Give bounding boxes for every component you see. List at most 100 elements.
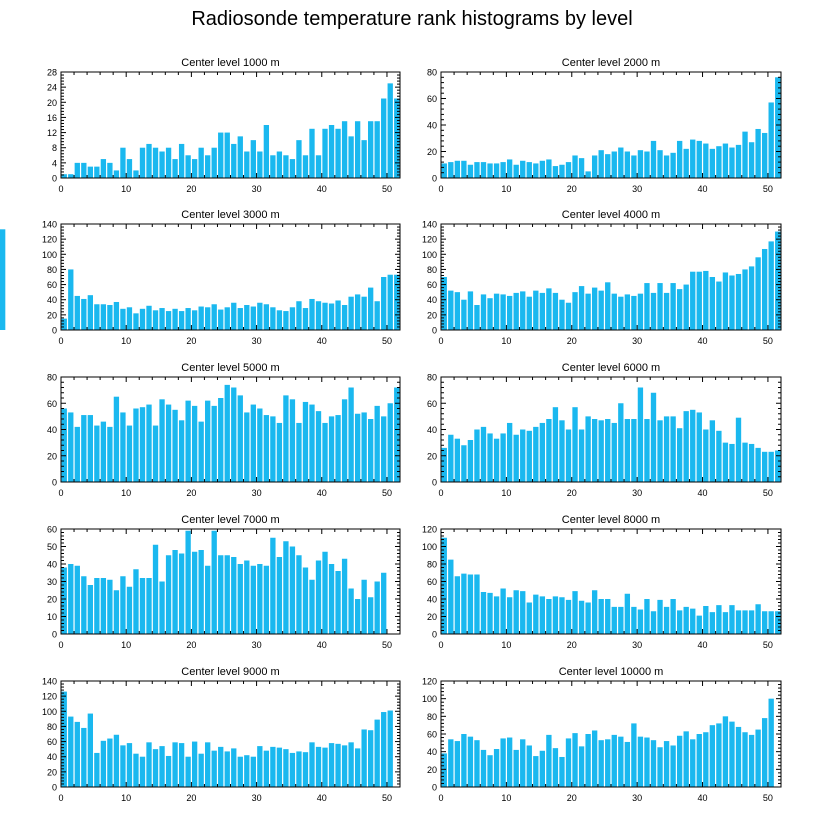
bar — [341, 399, 348, 482]
bar — [768, 611, 774, 634]
bar — [113, 396, 120, 482]
bar — [74, 565, 80, 634]
x-tick-label: 30 — [632, 793, 642, 803]
bar — [315, 560, 322, 634]
bar — [74, 721, 80, 787]
bar — [644, 737, 650, 787]
bar — [270, 307, 276, 330]
bar — [133, 408, 139, 482]
x-tick-label: 40 — [317, 793, 327, 803]
bar — [218, 398, 224, 482]
bar — [703, 143, 709, 178]
bar — [231, 557, 237, 634]
bar — [618, 606, 624, 635]
bar — [559, 756, 565, 787]
bar — [448, 434, 454, 482]
bar — [276, 557, 283, 634]
bar — [172, 308, 178, 330]
bar — [283, 541, 289, 634]
bar — [670, 745, 676, 787]
bar — [461, 573, 467, 635]
bar — [474, 429, 480, 482]
bar — [539, 596, 546, 635]
bar — [722, 272, 729, 330]
x-tick-label: 20 — [186, 640, 196, 650]
bar — [394, 274, 400, 330]
y-tick-label: 40 — [427, 121, 437, 131]
y-tick-label: 60 — [427, 280, 437, 290]
bar — [552, 166, 559, 178]
bar — [611, 734, 617, 787]
x-tick-label: 20 — [567, 488, 577, 498]
bar — [526, 296, 532, 330]
bar — [670, 416, 676, 483]
bar — [237, 136, 243, 178]
bar — [735, 273, 742, 330]
bar — [328, 564, 335, 634]
y-tick-label: 20 — [427, 451, 437, 461]
bar — [546, 288, 552, 330]
y-tick-label: 100 — [422, 542, 437, 552]
x-tick-label: 10 — [501, 184, 511, 194]
bar — [139, 147, 146, 178]
panel-6: Center level 6000 m 0 10 20 30 40 50 0 20 40 60 80 — [427, 362, 782, 498]
bar — [500, 738, 506, 787]
y-tick-label: 80 — [427, 712, 437, 722]
bar — [211, 530, 217, 634]
bar — [185, 530, 191, 634]
bar — [487, 298, 493, 330]
bar — [81, 727, 87, 787]
bar — [552, 292, 559, 330]
y-tick-label: 60 — [427, 730, 437, 740]
bar — [335, 128, 341, 178]
x-tick-label: 30 — [252, 336, 262, 346]
bar — [178, 420, 185, 482]
y-tick-label: 40 — [427, 295, 437, 305]
bar — [729, 147, 735, 178]
bar — [61, 408, 67, 482]
bar — [94, 304, 100, 330]
bar — [87, 585, 93, 634]
bar — [61, 318, 67, 330]
bar — [0, 229, 6, 330]
bar — [748, 610, 755, 635]
y-tick-label: 30 — [47, 577, 57, 587]
y-tick-label: 40 — [427, 425, 437, 435]
bar — [133, 170, 139, 178]
bar — [487, 755, 493, 787]
bar — [500, 433, 506, 482]
x-tick-label: 40 — [698, 793, 708, 803]
bar — [361, 729, 367, 787]
x-tick-label: 40 — [698, 488, 708, 498]
bar — [237, 308, 243, 330]
panel-3: Center level 3000 m 0 10 20 30 40 50 0 20 40 60 80 1… — [0, 209, 401, 346]
bar — [618, 147, 624, 178]
bar — [539, 750, 546, 787]
panel-title: Center level 3000 m — [181, 209, 279, 221]
bar — [94, 578, 100, 634]
bar — [474, 740, 480, 787]
bar — [735, 417, 742, 482]
bar — [676, 610, 683, 635]
bar — [539, 292, 546, 330]
x-tick-label: 0 — [438, 488, 443, 498]
bar — [670, 283, 676, 330]
bar — [611, 293, 617, 330]
y-tick-label: 0 — [52, 783, 57, 793]
bar — [361, 296, 367, 330]
bar — [315, 155, 322, 178]
bar — [224, 751, 230, 787]
bar — [559, 299, 565, 330]
bar — [309, 298, 315, 330]
x-tick-label: 40 — [698, 336, 708, 346]
bar — [578, 158, 585, 179]
bar — [513, 164, 519, 178]
y-tick-label: 0 — [432, 326, 437, 336]
y-tick-label: 80 — [427, 373, 437, 383]
x-tick-label: 20 — [567, 640, 577, 650]
x-tick-label: 50 — [382, 488, 392, 498]
bar — [172, 159, 178, 178]
x-tick-label: 40 — [698, 640, 708, 650]
panel-title: Center level 9000 m — [181, 666, 279, 678]
bar — [165, 404, 172, 482]
